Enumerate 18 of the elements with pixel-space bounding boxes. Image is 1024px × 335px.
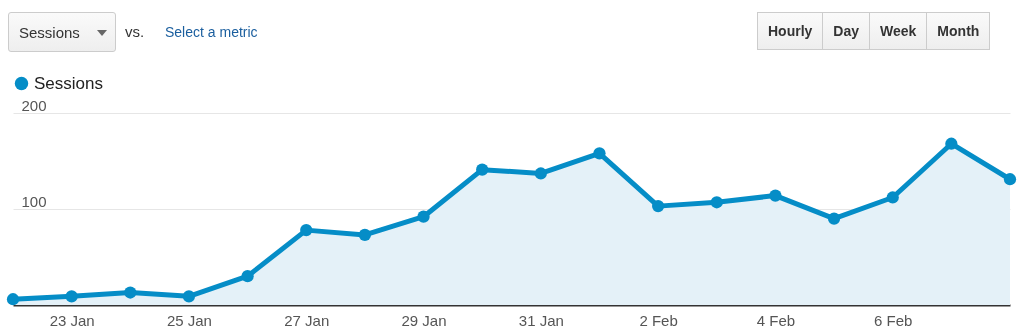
- x-tick-label: 2 Feb: [639, 311, 678, 329]
- text: Select a metric: [165, 24, 258, 40]
- x-tick-label: 31 Jan: [518, 311, 564, 329]
- x-tick-label: 29 Jan: [401, 311, 447, 329]
- x-tick-label: 23 Jan: [49, 311, 95, 329]
- y-tick-label: 200: [21, 96, 47, 114]
- y-tick-label: 100: [21, 192, 47, 210]
- x-tick-label: 4 Feb: [756, 311, 796, 329]
- text: Sessions: [19, 24, 80, 41]
- text: Hourly: [757, 12, 824, 50]
- text: Week: [869, 12, 928, 50]
- text: Month: [926, 12, 991, 50]
- x-tick-label: 6 Feb: [874, 311, 913, 329]
- x-tick-label: 25 Jan: [166, 311, 212, 329]
- text: vs.: [125, 23, 145, 40]
- legend-label: Sessions: [34, 73, 103, 93]
- text: Day: [822, 12, 871, 50]
- x-tick-label: 27 Jan: [284, 311, 330, 329]
